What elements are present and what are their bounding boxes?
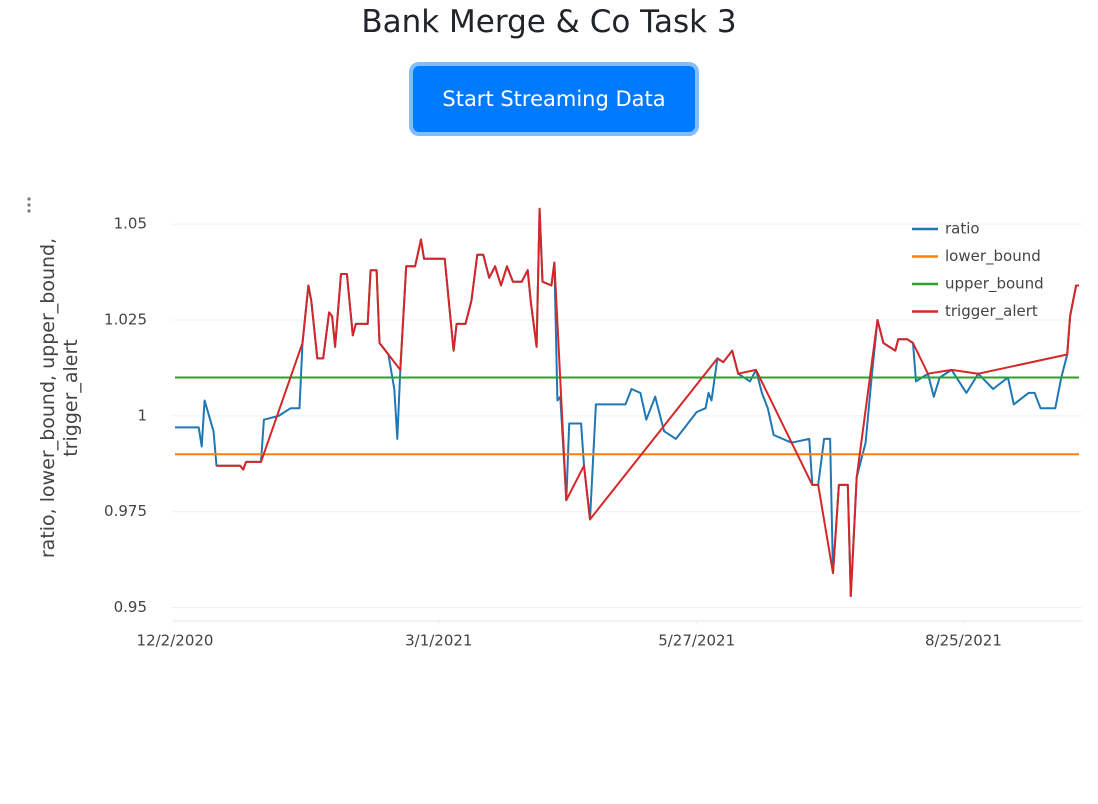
x-tick-label: 8/25/2021 xyxy=(925,632,1002,650)
y-tick-label: 1.025 xyxy=(104,311,147,329)
series-line xyxy=(175,207,1079,598)
y-tick-label: 1.05 xyxy=(114,215,147,233)
legend-label: ratio xyxy=(945,220,980,238)
series-line xyxy=(216,207,1079,598)
y-tick-label: 0.975 xyxy=(104,502,147,520)
x-tick-label: 12/2/2020 xyxy=(137,632,214,650)
y-tick-label: 1 xyxy=(137,406,147,424)
menu-icon[interactable] xyxy=(27,197,31,213)
legend-label: trigger_alert xyxy=(945,302,1038,321)
y-tick-label: 0.95 xyxy=(114,598,147,616)
x-tick-label: 3/1/2021 xyxy=(405,632,472,650)
legend-label: lower_bound xyxy=(945,247,1041,266)
start-streaming-button[interactable]: Start Streaming Data xyxy=(413,66,695,132)
x-tick-label: 5/27/2021 xyxy=(658,632,735,650)
y-axis-title: ratio, lower_bound, upper_bound, trigger… xyxy=(37,237,82,559)
page-title: Bank Merge & Co Task 3 xyxy=(361,4,737,40)
legend-label: upper_bound xyxy=(945,275,1044,294)
